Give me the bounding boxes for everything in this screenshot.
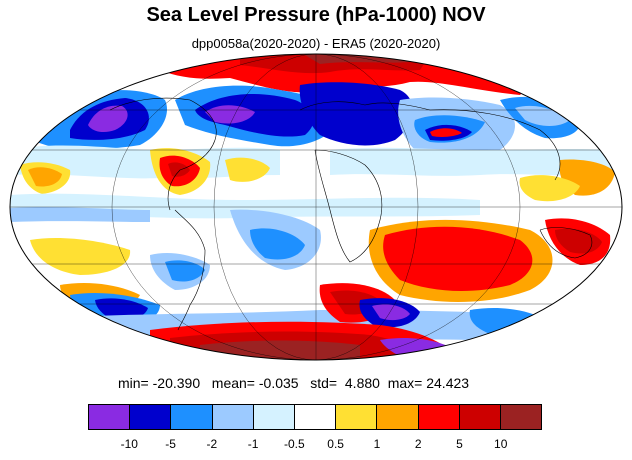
colorbar-tick-label: -0.5 <box>284 437 305 451</box>
colorbar <box>88 404 542 430</box>
colorbar-box <box>459 405 501 429</box>
min-label: min= <box>118 375 149 391</box>
colorbar-tick-label: 1 <box>373 437 381 451</box>
colorbar-box <box>89 405 131 429</box>
colorbar-box <box>418 405 460 429</box>
max-value: 24.423 <box>426 375 470 391</box>
mean-value: -0.035 <box>258 375 299 391</box>
colorbar-box <box>377 405 419 429</box>
colorbar-tick-label: -1 <box>247 437 259 451</box>
colorbar-tick-label: 2 <box>414 437 422 451</box>
southern-patterns <box>30 209 611 329</box>
statistics-line: min= -20.390 mean= -0.035 std= 4.880 max… <box>118 375 469 391</box>
colorbar-tick-label: 10 <box>494 437 508 451</box>
colorbar-box <box>130 405 172 429</box>
std-value: 4.880 <box>344 375 380 391</box>
northern-lows <box>30 82 581 158</box>
colorbar-tick-label: 5 <box>456 437 463 451</box>
colorbar-box <box>171 405 213 429</box>
plot-subtitle: dpp0058a(2020-2020) - ERA5 (2020-2020) <box>191 36 441 51</box>
colorbar-tick-label: -2 <box>206 437 218 451</box>
colorbar-tick-label: -10 <box>120 437 138 451</box>
max-label: max= <box>387 375 423 391</box>
equatorial-band <box>10 193 480 222</box>
midlat-light-blue <box>10 145 620 179</box>
graticule <box>10 54 622 360</box>
colorbar-box <box>336 405 378 429</box>
globe-outline <box>9 53 623 361</box>
colorbar-box <box>294 405 337 429</box>
min-value: -20.390 <box>152 375 201 391</box>
mean-label: mean= <box>211 375 255 391</box>
plot-title: Sea Level Pressure (hPa-1000) NOV <box>146 4 486 26</box>
colorbar-tick-label: -5 <box>165 437 176 451</box>
colorbar-labels: -10 -5 -2 -1 -0.5 0.5 1 2 5 10 <box>88 437 542 453</box>
colorbar-box <box>212 405 254 429</box>
colorbar-box <box>500 405 542 429</box>
colorbar-box <box>253 405 295 429</box>
std-label: std= <box>310 375 338 391</box>
colorbar-tick-label: 0.5 <box>327 437 344 451</box>
tropical-patches <box>20 148 615 202</box>
